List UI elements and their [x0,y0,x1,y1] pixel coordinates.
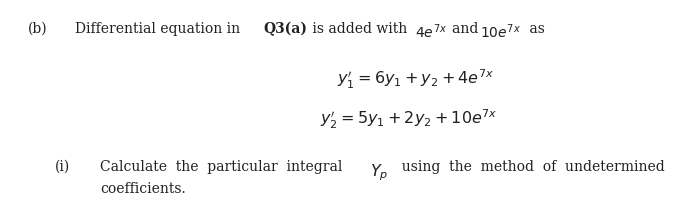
Text: $4e^{7x}$: $4e^{7x}$ [415,22,447,41]
Text: $y_2^{\prime} = 5y_1 + 2y_2 + 10e^{7x}$: $y_2^{\prime} = 5y_1 + 2y_2 + 10e^{7x}$ [320,108,497,131]
Text: $y_1^{\prime} = 6y_1 + y_2 + 4e^{7x}$: $y_1^{\prime} = 6y_1 + y_2 + 4e^{7x}$ [337,68,494,91]
Text: coefficients.: coefficients. [100,182,186,196]
Text: Q3(a): Q3(a) [263,22,307,36]
Text: Differential equation in: Differential equation in [75,22,244,36]
Text: (i): (i) [55,160,70,174]
Text: as: as [525,22,545,36]
Text: and: and [452,22,483,36]
Text: using  the  method  of  undetermined: using the method of undetermined [393,160,665,174]
Text: $Y_p$: $Y_p$ [370,162,388,183]
Text: is added with: is added with [308,22,412,36]
Text: Calculate  the  particular  integral: Calculate the particular integral [100,160,347,174]
Text: $10e^{7x}$: $10e^{7x}$ [480,22,521,41]
Text: (b): (b) [28,22,48,36]
